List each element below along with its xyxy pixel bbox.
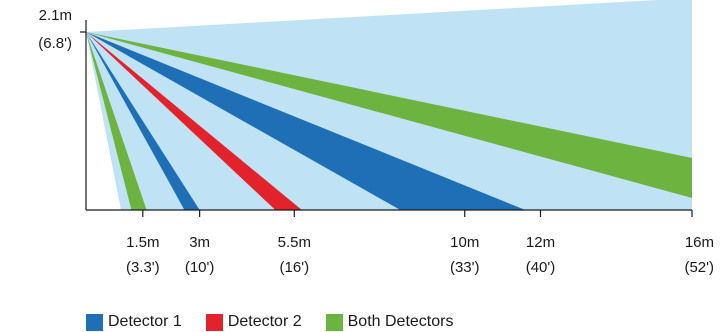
legend-label-detector2: Detector 2 <box>227 313 302 330</box>
legend-item-detector1: Detector 1 <box>86 313 182 331</box>
height-label-ft: (6.8') <box>38 35 72 52</box>
coverage-diagram: 1.5m (3.3') 3m (10') 5.5m (16') 10m (33') 12m (40… <box>38 0 714 276</box>
distance-label-ft-2: (10') <box>185 259 215 276</box>
beam-group <box>86 32 526 210</box>
detector2-swatch <box>205 313 223 331</box>
beam-detector1-4 <box>86 32 526 210</box>
distance-label-m-5: 12m <box>526 234 555 251</box>
distance-label-m-1: 1.5m <box>126 234 159 251</box>
legend-item-both: Both Detectors <box>325 313 454 331</box>
distance-label-m-3: 5.5m <box>278 234 311 251</box>
legend-label-both: Both Detectors <box>347 313 454 330</box>
beam-both-upper <box>86 32 692 198</box>
distance-label-m-2: 3m <box>189 234 210 251</box>
both-detectors-swatch <box>325 313 343 331</box>
distance-label-m-6: 16m <box>685 234 714 251</box>
distance-label-ft-1: (3.3') <box>126 259 160 276</box>
beam-detector1-2 <box>86 32 200 210</box>
distance-ticks: 1.5m (3.3') 3m (10') 5.5m (16') 10m (33') 12m (40… <box>126 210 714 276</box>
distance-label-ft-3: (16') <box>280 259 310 276</box>
distance-label-ft-6: (52') <box>684 259 714 276</box>
distance-label-m-4: 10m <box>450 234 479 251</box>
legend-item-detector2: Detector 2 <box>205 313 302 331</box>
legend-label-detector1: Detector 1 <box>108 313 182 330</box>
beam-both-1 <box>86 32 147 210</box>
height-label: 2.1m <box>39 7 72 24</box>
distance-label-ft-5: (40') <box>526 259 556 276</box>
beam-detector2-3 <box>86 32 302 210</box>
legend: Detector 1 Detector 2 Both Detectors <box>86 312 477 332</box>
distance-label-ft-4: (33') <box>450 259 480 276</box>
detector1-swatch <box>86 313 103 331</box>
